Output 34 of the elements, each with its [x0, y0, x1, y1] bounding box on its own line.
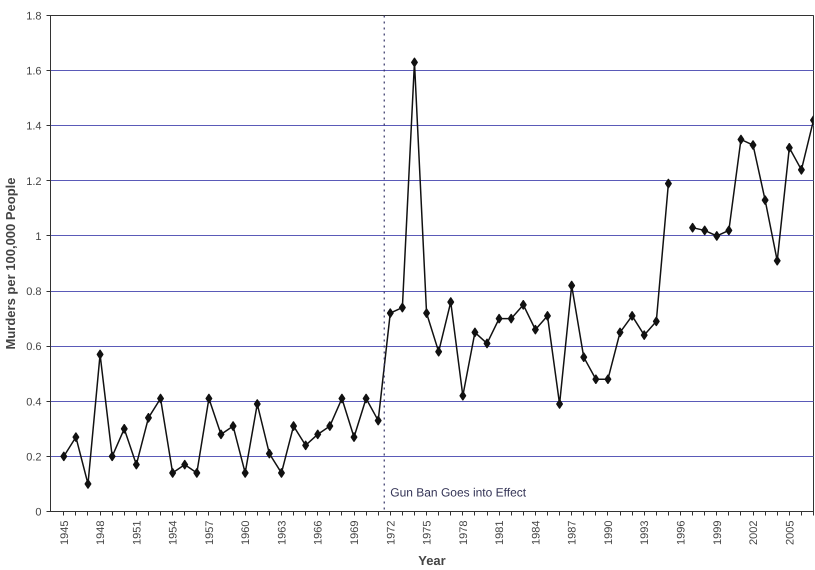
y-tick-label: 1.8	[26, 10, 42, 22]
x-tick-label: 1960	[240, 520, 252, 545]
x-tick-label: 1999	[712, 520, 724, 545]
ref-line-label: Gun Ban Goes into Effect	[390, 486, 527, 500]
x-tick-label: 1981	[494, 520, 506, 545]
x-tick-label: 1948	[95, 520, 108, 545]
x-axis-title: Year	[418, 552, 446, 568]
y-tick-label: 1.2	[26, 176, 42, 188]
x-tick-label: 2002	[748, 520, 760, 545]
x-tick-label: 1954	[168, 520, 180, 545]
x-tick-label: 1984	[530, 520, 542, 545]
x-tick-label: 1990	[602, 520, 615, 545]
y-axis-title: Murders per 100,000 People	[3, 178, 18, 350]
y-tick-label: 0.8	[26, 286, 42, 298]
x-tick-label: 1951	[131, 520, 144, 545]
y-tick-label: 0.6	[26, 341, 42, 354]
x-tick-label: 1993	[639, 520, 652, 545]
x-tick-label: 1972	[385, 520, 398, 545]
x-tick-label: 1966	[312, 520, 325, 545]
x-tick-label: 1963	[276, 520, 288, 545]
y-tick-label: 0.4	[26, 396, 42, 408]
y-tick-label: 1.4	[26, 120, 42, 133]
x-tick-label: 1987	[566, 520, 579, 545]
x-tick-label: 1996	[675, 520, 688, 545]
y-tick-label: 1	[35, 230, 42, 243]
x-tick-label: 1975	[422, 520, 434, 545]
y-tick-label: 0	[35, 506, 42, 518]
x-tick-label: 1978	[458, 520, 470, 545]
x-tick-label: 1957	[204, 520, 216, 545]
x-tick-label: 2005	[784, 520, 796, 545]
x-tick-label: 1945	[58, 520, 71, 545]
y-tick-label: 0.2	[26, 451, 42, 464]
y-tick-label: 1.6	[26, 66, 42, 78]
x-tick-label: 1969	[349, 520, 362, 545]
